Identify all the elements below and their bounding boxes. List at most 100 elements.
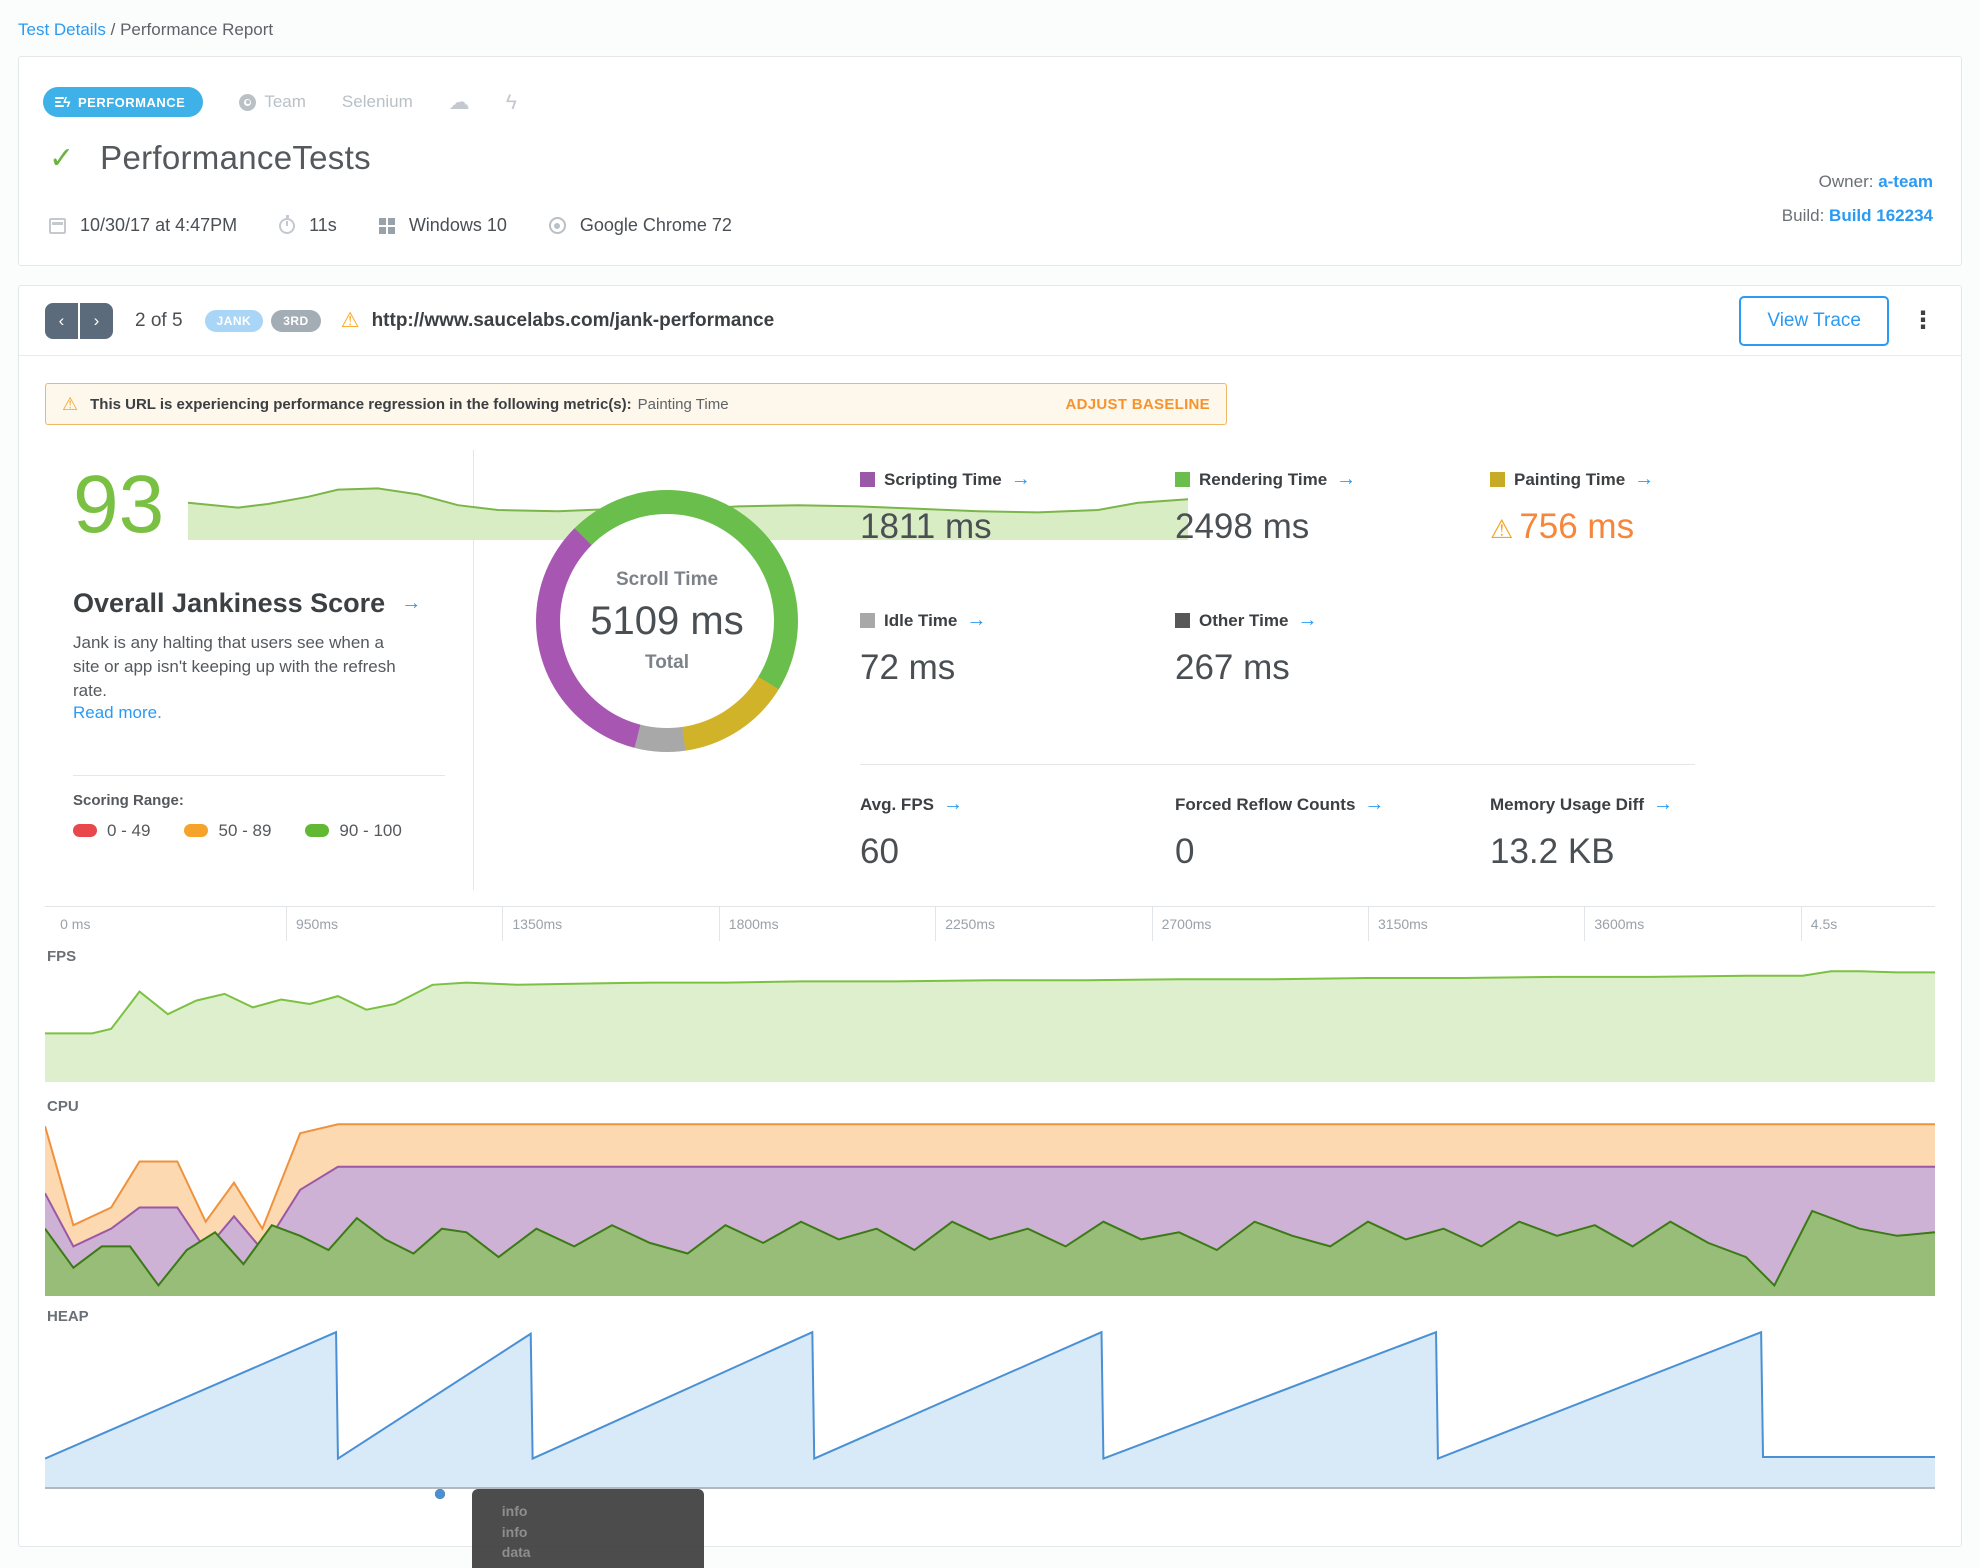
page-url: http://www.saucelabs.com/jank-performanc… xyxy=(371,309,775,331)
axis-tick-label: 3150ms xyxy=(1378,916,1428,932)
pager: ‹ › xyxy=(45,302,113,339)
metric-color-swatch xyxy=(860,472,875,487)
breadcrumb-separator: / xyxy=(110,20,116,39)
scroll-time-donut-chart[interactable]: Scroll Time 5109 ms Total xyxy=(536,490,798,752)
score-description: Jank is any halting that users see when … xyxy=(73,632,396,700)
score-detail-arrow-icon[interactable]: → xyxy=(401,591,422,614)
prev-url-button[interactable]: ‹ xyxy=(45,302,78,339)
test-title: PerformanceTests xyxy=(100,139,371,176)
axis-tick-mark xyxy=(1151,907,1153,941)
owner-link[interactable]: a-team xyxy=(1878,172,1933,191)
axis-tick-label: 0 ms xyxy=(60,916,91,932)
framework-tag: Selenium xyxy=(341,92,413,111)
third-party-badge: 3RD xyxy=(271,309,321,332)
test-meta-row: 10/30/17 at 4:47PM 11s Windows 10 Google… xyxy=(49,214,732,236)
stopwatch-icon xyxy=(279,214,296,234)
metric-painting-time: Painting Time → ⚠ 756 ms xyxy=(1490,468,1655,546)
metric-rendering-time: Rendering Time → 2498 ms xyxy=(1175,468,1357,546)
lightning-icon: ϟ xyxy=(505,90,517,114)
axis-tick-mark xyxy=(285,907,287,941)
score-title: Overall Jankiness Score xyxy=(73,587,386,618)
test-date: 10/30/17 at 4:47PM xyxy=(80,215,238,235)
metric-detail-arrow-icon[interactable]: → xyxy=(1634,468,1655,490)
badge-row: ϟ PERFORMANCE Team Selenium ☁ ϟ xyxy=(43,87,517,117)
axis-tick-mark xyxy=(502,907,504,941)
metric-detail-arrow-icon[interactable]: → xyxy=(943,793,963,815)
owner-build: Owner: a-team Build: Build 162234 xyxy=(1781,172,1933,225)
metric-color-swatch xyxy=(1175,472,1190,487)
jankiness-score-section: 93 Overall Jankiness Score → Jank is any… xyxy=(45,446,473,906)
windows-icon xyxy=(378,217,395,234)
metric-color-swatch xyxy=(860,613,875,628)
timeline-section: 0 ms 950ms 1350ms 1800ms 2250ms 2700ms 3150ms 3… xyxy=(45,906,1935,1568)
metric-detail-arrow-icon[interactable]: → xyxy=(966,609,987,631)
test-duration: 11s xyxy=(309,215,337,235)
banner-message: This URL is experiencing performance reg… xyxy=(90,395,632,413)
score-divider xyxy=(73,774,445,776)
tooltip-row: info xyxy=(501,1503,528,1519)
performance-report-card: ‹ › 2 of 5 JANK 3RD ⚠ http://www.saucela… xyxy=(18,285,1962,1568)
breadcrumb-current: Performance Report xyxy=(120,20,274,39)
metric-scripting-time: Scripting Time → 1811 ms xyxy=(860,468,1031,546)
tooltip-row: data xyxy=(501,1544,531,1560)
chrome-icon xyxy=(548,217,566,234)
metrics-divider xyxy=(860,764,1695,765)
range-dot-red xyxy=(73,824,97,838)
tooltip-row: info xyxy=(501,1523,528,1540)
metric-detail-arrow-icon[interactable]: → xyxy=(1652,793,1673,815)
team-tag: Team xyxy=(239,92,306,112)
heap-cursor-marker[interactable] xyxy=(434,1489,445,1499)
regression-banner: ⚠ This URL is experiencing performance r… xyxy=(45,383,1227,425)
metric-detail-arrow-icon[interactable]: → xyxy=(1010,468,1031,490)
time-axis: 0 ms 950ms 1350ms 1800ms 2250ms 2700ms 3150ms 3… xyxy=(45,906,1935,942)
cloud-tag: ☁ xyxy=(449,92,470,113)
metric-color-swatch xyxy=(1490,472,1505,487)
axis-tick-mark xyxy=(1800,907,1802,941)
url-warning-icon: ⚠ xyxy=(340,309,360,332)
metric-forced-reflow-counts: Forced Reflow Counts → 0 xyxy=(1175,793,1385,871)
pass-check-icon: ✓ xyxy=(49,141,75,175)
next-url-button[interactable]: › xyxy=(80,302,113,339)
breadcrumb: Test Details / Performance Report xyxy=(18,20,273,40)
performance-lightning-icon: ϟ xyxy=(55,94,71,110)
test-header-card: ϟ PERFORMANCE Team Selenium ☁ ϟ ✓ Perfor… xyxy=(18,56,1962,266)
metric-idle-time: Idle Time → 72 ms xyxy=(860,609,987,687)
banner-warning-icon: ⚠ xyxy=(62,393,79,414)
tooltip-row: info xyxy=(502,1563,704,1568)
fps-track-label: FPS xyxy=(47,948,77,965)
axis-tick-label: 1800ms xyxy=(728,916,779,932)
axis-tick-label: 4.5s xyxy=(1810,916,1838,932)
axis-tick-label: 2700ms xyxy=(1161,916,1212,932)
url-nav-row: ‹ › 2 of 5 JANK 3RD ⚠ http://www.saucela… xyxy=(19,286,1961,356)
metric-avg-fps: Avg. FPS → 60 xyxy=(860,793,963,871)
axis-tick-mark xyxy=(718,907,720,941)
adjust-baseline-button[interactable]: ADJUST BASELINE xyxy=(1065,395,1210,413)
metric-warning-icon: ⚠ xyxy=(1490,514,1514,544)
test-os: Windows 10 xyxy=(408,215,507,235)
axis-tick-mark xyxy=(935,907,937,941)
metric-detail-arrow-icon[interactable]: → xyxy=(1297,609,1318,631)
fps-track[interactable]: FPS xyxy=(45,948,1935,1082)
donut-center: Scroll Time 5109 ms Total xyxy=(560,514,774,728)
cpu-track-label: CPU xyxy=(47,1098,79,1115)
breadcrumb-link-test-details[interactable]: Test Details xyxy=(18,20,106,39)
range-dot-green xyxy=(305,824,330,838)
score-sparkline-chart[interactable] xyxy=(188,480,398,540)
donut-label-top: Scroll Time xyxy=(615,568,719,590)
cpu-track[interactable]: CPU xyxy=(45,1098,1935,1296)
axis-tick-label: 3600ms xyxy=(1594,916,1645,932)
kebab-menu-icon[interactable]: ⋮ xyxy=(1911,307,1935,334)
metric-detail-arrow-icon[interactable]: → xyxy=(1336,468,1357,490)
metric-detail-arrow-icon[interactable]: → xyxy=(1364,793,1385,815)
build-link[interactable]: Build 162234 xyxy=(1829,206,1933,225)
view-trace-button[interactable]: View Trace xyxy=(1739,295,1889,346)
range-dot-orange xyxy=(184,824,209,838)
metric-memory-usage-diff: Memory Usage Diff → 13.2 KB xyxy=(1490,793,1673,871)
performance-badge: ϟ PERFORMANCE xyxy=(43,87,204,117)
read-more-link[interactable]: Read more. xyxy=(73,702,162,722)
section-divider xyxy=(473,450,474,890)
axis-tick-label: 2250ms xyxy=(945,916,995,932)
metrics-section: Scripting Time → 1811 ms Rendering Time →… xyxy=(860,446,1935,906)
heap-track[interactable]: HEAP xyxy=(45,1308,1935,1489)
